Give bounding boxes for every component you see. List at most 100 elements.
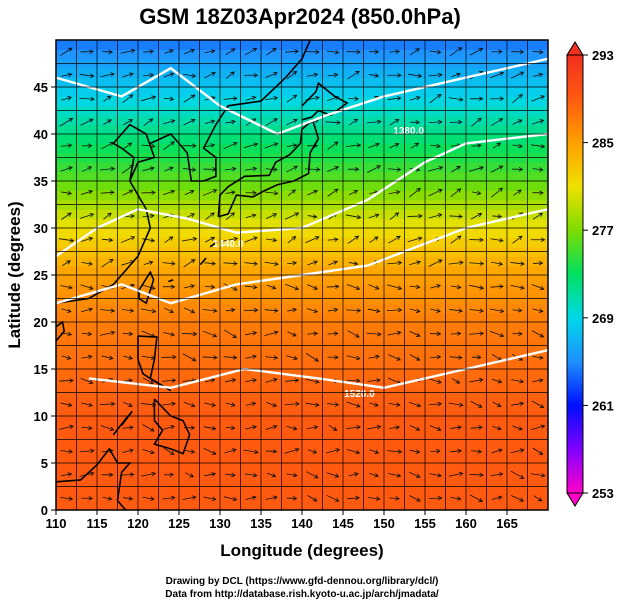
wind-arrow: [388, 354, 402, 361]
wind-arrow: [511, 379, 525, 384]
wind-arrow: [122, 94, 134, 103]
wind-arrow: [469, 308, 484, 313]
wind-arrow: [469, 377, 484, 383]
wind-arrow: [286, 472, 298, 478]
wind-arrow: [100, 425, 115, 431]
x-tick-label: 135: [250, 516, 272, 531]
wind-arrow: [325, 120, 341, 125]
wind-arrow: [409, 472, 421, 478]
wind-arrow: [368, 449, 380, 454]
wind-arrow: [449, 214, 463, 219]
wind-arrow: [345, 214, 362, 220]
wind-arrow: [264, 261, 279, 267]
y-tick-label: 30: [34, 221, 48, 236]
y-tick-label: 5: [41, 456, 48, 471]
wind-arrow: [79, 448, 95, 454]
wind-arrow: [183, 449, 196, 454]
wind-arrow: [471, 354, 482, 360]
wind-arrow: [161, 354, 177, 360]
wind-arrow: [510, 284, 525, 290]
wind-arrow: [140, 95, 157, 102]
wind-arrow: [81, 261, 93, 266]
wind-arrow: [448, 402, 464, 408]
wind-arrow: [491, 495, 503, 501]
wind-arrow: [512, 119, 523, 125]
wind-arrow: [58, 238, 75, 243]
y-tick-label: 15: [34, 362, 48, 377]
wind-arrow: [183, 307, 196, 314]
wind-arrow: [450, 425, 463, 430]
wind-arrow: [284, 447, 300, 454]
wind-arrow: [512, 235, 523, 244]
colorbar-bottom-arrow: [566, 492, 584, 507]
colorbar-tick-label: 269: [592, 311, 614, 326]
wind-arrow: [223, 236, 239, 242]
wind-arrow: [81, 496, 94, 501]
wind-arrow: [387, 330, 402, 336]
colorbar-tick-label: 253: [592, 486, 614, 501]
wind-arrow: [162, 284, 176, 290]
wind-arrow: [224, 166, 237, 172]
wind-arrow: [245, 354, 257, 360]
wind-arrow: [223, 355, 238, 360]
wind-arrow: [120, 48, 136, 54]
wind-arrow: [143, 72, 155, 78]
wind-arrow: [286, 165, 298, 173]
wind-arrow: [348, 118, 359, 126]
y-tick-label: 40: [34, 127, 48, 142]
wind-arrow: [141, 284, 156, 290]
wind-arrow: [287, 307, 298, 313]
wind-arrow: [347, 166, 360, 172]
wind-arrow: [348, 190, 359, 196]
colorbar: 253 261 269 277 285 293: [566, 41, 614, 507]
wind-arrow: [470, 400, 483, 408]
wind-arrow: [80, 49, 95, 54]
wind-arrow: [348, 261, 359, 266]
wind-arrow: [326, 49, 340, 55]
wind-arrow: [286, 496, 298, 501]
wind-arrow: [162, 261, 176, 266]
contour-label: 1440.0: [213, 239, 244, 250]
wind-arrow: [265, 449, 278, 454]
wind-arrow: [532, 72, 544, 78]
wind-arrow: [143, 260, 154, 266]
wind-arrow: [428, 213, 443, 219]
wind-arrow: [60, 47, 73, 56]
colorbar-gradient: [566, 54, 584, 494]
wind-arrow: [366, 119, 382, 125]
wind-arrow: [245, 331, 258, 336]
wind-arrow: [81, 331, 93, 337]
wind-arrow: [307, 284, 319, 290]
wind-arrow: [513, 189, 522, 196]
wind-arrow: [387, 96, 402, 101]
wind-arrow: [369, 402, 379, 407]
wind-arrow: [345, 143, 362, 148]
chart-title: GSM 18Z03Apr2024 (850.0hPa): [139, 4, 461, 29]
plot-area: 1380.0 1440.0 1520.0: [56, 40, 548, 510]
wind-arrow: [122, 448, 134, 453]
wind-arrow: [162, 495, 176, 501]
wind-arrow: [204, 119, 216, 125]
wind-arrow: [368, 142, 380, 149]
wind-arrow: [225, 119, 236, 125]
wind-arrow: [389, 425, 401, 430]
y-tick-label: 10: [34, 409, 48, 424]
wind-arrow: [79, 96, 95, 102]
contour-label: 1520.0: [344, 389, 375, 400]
wind-arrow: [286, 94, 298, 103]
colorbar-top-arrow: [566, 41, 584, 56]
wind-arrow: [327, 237, 339, 242]
wind-arrow: [511, 94, 523, 104]
wind-arrow: [450, 331, 462, 336]
wind-arrow: [369, 73, 380, 78]
wind-arrow: [204, 378, 216, 383]
wind-arrow: [530, 237, 546, 243]
credit-line-1: Drawing by DCL (https://www.gfd-dennou.o…: [166, 576, 439, 587]
wind-arrow: [143, 118, 154, 126]
wind-arrow: [304, 167, 321, 172]
wind-arrow: [122, 119, 134, 126]
wind-arrow: [81, 143, 93, 148]
wind-streamlines: [58, 47, 546, 502]
wind-arrow: [101, 355, 114, 361]
wind-arrow: [162, 378, 177, 383]
